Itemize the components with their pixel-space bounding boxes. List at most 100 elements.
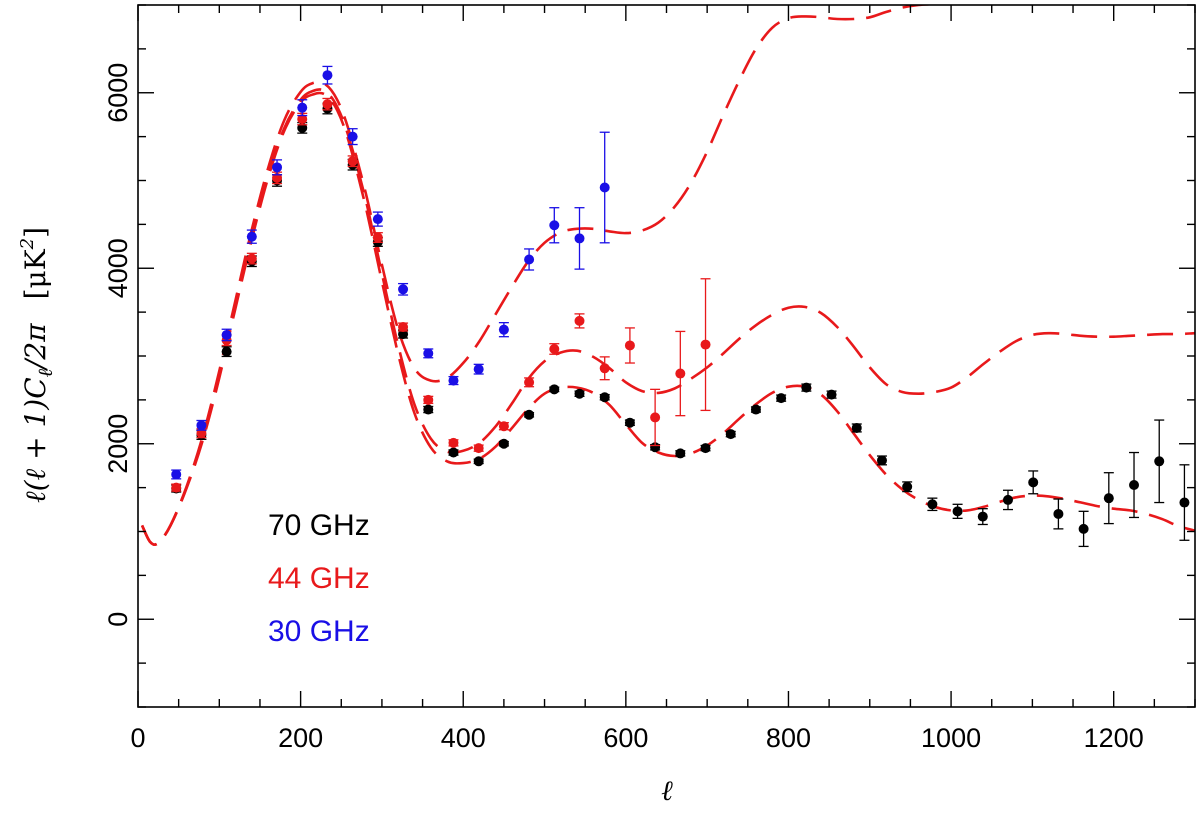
- model-curve: [140, 88, 1195, 546]
- svg-text:ℓ(ℓ + 1)Cℓ/2π[μK2]: ℓ(ℓ + 1)Cℓ/2π [μK2]: [17, 227, 57, 503]
- data-point: [725, 429, 736, 440]
- data-point: [372, 214, 383, 225]
- data-point: [1129, 479, 1140, 490]
- data-point: [1179, 497, 1190, 508]
- x-tick-label: 1000: [921, 723, 981, 753]
- axis-ticks: [137, 4, 1196, 708]
- data-point: [1078, 523, 1089, 534]
- series-44-ghz: [171, 97, 711, 493]
- data-point: [524, 409, 535, 420]
- data-point: [297, 114, 308, 125]
- y-tick-label: 0: [103, 612, 133, 627]
- data-point: [1103, 493, 1114, 504]
- data-point: [473, 364, 484, 375]
- data-point: [902, 481, 913, 492]
- series-30-ghz: [171, 65, 610, 480]
- data-point: [826, 389, 837, 400]
- x-tick-label: 400: [441, 723, 486, 753]
- y-tick-label: 6000: [103, 63, 133, 123]
- legend-label-44ghz: 44 GHz: [268, 562, 370, 595]
- data-point: [624, 417, 635, 428]
- data-point: [1028, 477, 1039, 488]
- data-point: [473, 443, 484, 454]
- data-point: [171, 482, 182, 493]
- x-tick-label: 1200: [1084, 723, 1144, 753]
- data-point: [700, 443, 711, 454]
- data-point: [171, 469, 182, 480]
- x-tick-label: 0: [130, 723, 145, 753]
- y-axis-unit-tail: ]: [19, 227, 52, 238]
- y-axis-title-main: ℓ(ℓ + 1)C: [19, 377, 52, 503]
- data-point: [574, 315, 585, 326]
- data-point: [524, 254, 535, 265]
- y-tick-label: 4000: [103, 238, 133, 298]
- data-point: [599, 363, 610, 374]
- data-point: [347, 156, 358, 167]
- data-point: [927, 499, 938, 510]
- data-point: [246, 253, 257, 264]
- data-point: [322, 70, 333, 81]
- data-point: [423, 348, 434, 359]
- y-axis-title-tail: /2π: [19, 323, 52, 372]
- data-point: [549, 343, 560, 354]
- data-point: [423, 404, 434, 415]
- data-point: [398, 322, 409, 333]
- data-point: [599, 392, 610, 403]
- data-point: [1053, 508, 1064, 519]
- x-tick-label: 200: [278, 723, 323, 753]
- data-point: [498, 421, 509, 432]
- model-curve: [140, 5, 935, 546]
- legend-label-30ghz: 30 GHz: [268, 615, 370, 648]
- data-point: [448, 375, 459, 386]
- data-point: [1002, 494, 1013, 505]
- series-70-ghz: [171, 102, 1190, 548]
- y-axis-title-sub: ℓ: [33, 368, 57, 377]
- data-point: [700, 339, 711, 350]
- data-point: [952, 506, 963, 517]
- data-point: [448, 447, 459, 458]
- legend: 70 GHz 44 GHz 30 GHz: [268, 509, 370, 648]
- data-points: [171, 65, 1190, 548]
- data-point: [574, 233, 585, 244]
- data-point: [876, 455, 887, 466]
- x-tick-labels: 0 200 400 600 800 1000 1200: [130, 723, 1143, 753]
- data-point: [750, 404, 761, 415]
- data-point: [549, 384, 560, 395]
- data-point: [624, 340, 635, 351]
- data-point: [650, 442, 661, 453]
- y-axis-unit-sup: 2: [17, 238, 38, 250]
- data-point: [549, 220, 560, 231]
- data-point: [1154, 456, 1165, 467]
- x-axis-title: ℓ: [661, 774, 673, 807]
- y-axis-title: ℓ(ℓ + 1)Cℓ/2π [μK2]: [17, 227, 57, 503]
- data-point: [473, 456, 484, 467]
- data-point: [675, 448, 686, 459]
- x-tick-label: 800: [766, 723, 811, 753]
- model-curves: [140, 5, 1195, 546]
- data-point: [297, 102, 308, 113]
- data-point: [196, 420, 207, 431]
- data-point: [398, 284, 409, 295]
- data-point: [977, 511, 988, 522]
- y-tick-labels: 0 2000 4000 6000: [103, 63, 133, 627]
- data-point: [347, 131, 358, 142]
- data-point: [423, 394, 434, 405]
- data-point: [498, 438, 509, 449]
- model-curve: [140, 91, 1195, 546]
- data-point: [221, 329, 232, 340]
- data-point: [246, 231, 257, 242]
- data-point: [574, 388, 585, 399]
- data-point: [650, 412, 661, 423]
- data-point: [498, 324, 509, 335]
- plot-frame: [137, 4, 1196, 708]
- y-axis-unit: [μK: [19, 248, 52, 299]
- data-point: [272, 162, 283, 173]
- data-point: [448, 437, 459, 448]
- data-point: [675, 368, 686, 379]
- data-point: [599, 182, 610, 193]
- x-tick-label: 600: [603, 723, 648, 753]
- data-point: [322, 99, 333, 110]
- data-point: [221, 346, 232, 357]
- data-point: [801, 382, 812, 393]
- data-point: [776, 393, 787, 404]
